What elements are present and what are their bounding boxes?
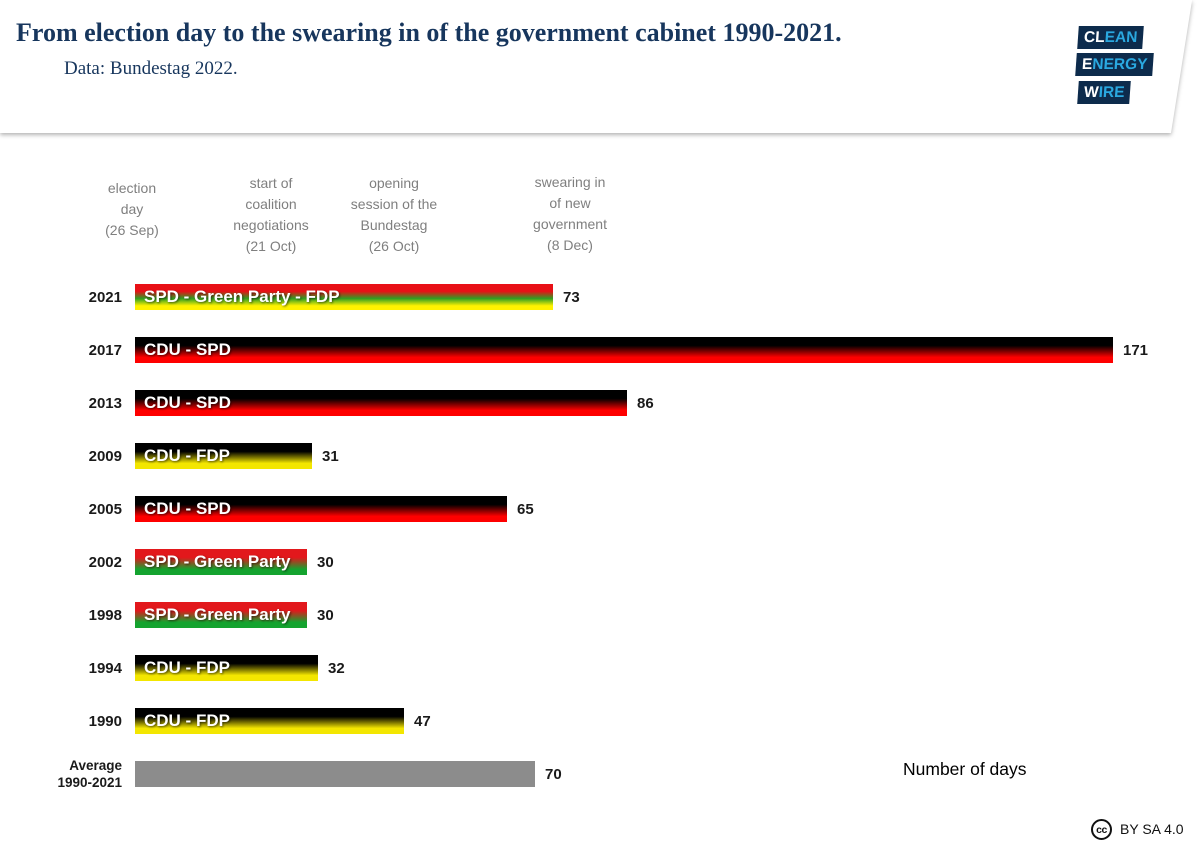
milestone-swearing-in: swearing in of new government (8 Dec): [533, 174, 607, 253]
header-paper: [0, 0, 1194, 133]
row-year-label: 2013: [88, 394, 122, 412]
chart-row-2017: 2017 CDU - SPD 171: [0, 336, 1148, 364]
row-value-label: 86: [637, 394, 654, 412]
chart-row-2013: 2013 CDU - SPD 86: [0, 389, 654, 417]
coalition-label: CDU - SPD: [144, 499, 231, 518]
row-value-label: 70: [545, 765, 562, 783]
clean-energy-wire-logo: CLEAN ENERGY WIRE: [1075, 24, 1176, 114]
row-year-label: 1990: [88, 712, 122, 730]
milestone-coalition-negotiations: start of coalition negotiations (21 Oct): [233, 175, 309, 254]
logo-letters-blue: NERGY: [1091, 56, 1149, 73]
row-value-label: 171: [1123, 341, 1149, 359]
row-value-label: 30: [317, 606, 334, 624]
header: From election day to the swearing in of …: [0, 0, 1200, 133]
row-value-label: 31: [322, 447, 339, 465]
row-year-label: 2017: [88, 341, 122, 359]
logo-line-wire: WIRE: [1077, 81, 1132, 104]
row-year-label: 2002: [88, 553, 122, 571]
row-year-label: 1998: [88, 606, 122, 624]
chart-row-1994: 1994 CDU - FDP 32: [0, 654, 345, 682]
logo-letters-blue: IRE: [1098, 84, 1126, 101]
logo-letters-blue: EAN: [1104, 29, 1139, 46]
chart-title: From election day to the swearing in of …: [16, 18, 842, 47]
row-value-label: 73: [563, 288, 580, 306]
bar-1998: SPD - Green Party: [135, 602, 307, 628]
row-year-label: 1994: [88, 659, 122, 677]
row-year-label: 2009: [88, 447, 122, 465]
row-year-label: 2021: [88, 288, 122, 306]
chart-row-2009: 2009 CDU - FDP 31: [0, 442, 339, 470]
row-value-label: 32: [328, 659, 345, 677]
coalition-label: CDU - SPD: [144, 340, 231, 359]
coalition-label: CDU - FDP: [144, 711, 230, 730]
milestone-opening-session: opening session of the Bundestag (26 Oct…: [350, 175, 438, 254]
chart-row-2021: 2021 SPD - Green Party - FDP 73: [0, 283, 580, 311]
logo-line-energy: ENERGY: [1075, 53, 1155, 76]
chart-row-2002: 2002 SPD - Green Party 30: [0, 548, 334, 576]
bar-2017: CDU - SPD: [135, 337, 1113, 363]
creative-commons-icon: cc: [1091, 819, 1112, 840]
coalition-label: CDU - FDP: [144, 658, 230, 677]
logo-line-clean: CLEAN: [1077, 26, 1145, 49]
chart-row-1998: 1998 SPD - Green Party 30: [0, 601, 334, 629]
chart-row-2005: 2005 CDU - SPD 65: [0, 495, 534, 523]
row-value-label: 65: [517, 500, 534, 518]
row-value-label: 30: [317, 553, 334, 571]
coalition-label: CDU - SPD: [144, 393, 231, 412]
row-year-label: 2005: [88, 500, 122, 518]
coalition-label: SPD - Green Party: [144, 552, 291, 571]
coalition-label: SPD - Green Party: [144, 605, 291, 624]
coalition-label: CDU - FDP: [144, 446, 230, 465]
header-paper-shadow: [0, 0, 1200, 133]
coalition-label: SPD - Green Party - FDP: [144, 287, 340, 306]
bar-2002: SPD - Green Party: [135, 549, 307, 575]
bar-1994: CDU - FDP: [135, 655, 318, 681]
x-axis-label: Number of days: [903, 759, 1027, 779]
chart-row-average: Average 1990-2021 70: [0, 758, 562, 790]
license-label: BY SA 4.0: [1120, 821, 1184, 837]
chart-subtitle: Data: Bundestag 2022.: [64, 58, 238, 79]
bar-2009: CDU - FDP: [135, 443, 312, 469]
bar-2013: CDU - SPD: [135, 390, 627, 416]
bar-average: [135, 761, 535, 787]
logo-letters-white: CL: [1083, 29, 1106, 46]
chart-row-1990: 1990 CDU - FDP 47: [0, 707, 431, 735]
bar-2005: CDU - SPD: [135, 496, 507, 522]
bar-1990: CDU - FDP: [135, 708, 404, 734]
row-value-label: 47: [414, 712, 431, 730]
milestone-election-day: election day (26 Sep): [105, 180, 159, 238]
logo-letters-white: W: [1083, 84, 1100, 101]
row-year-label: Average 1990-2021: [57, 758, 122, 790]
bar-2021: SPD - Green Party - FDP: [135, 284, 553, 310]
